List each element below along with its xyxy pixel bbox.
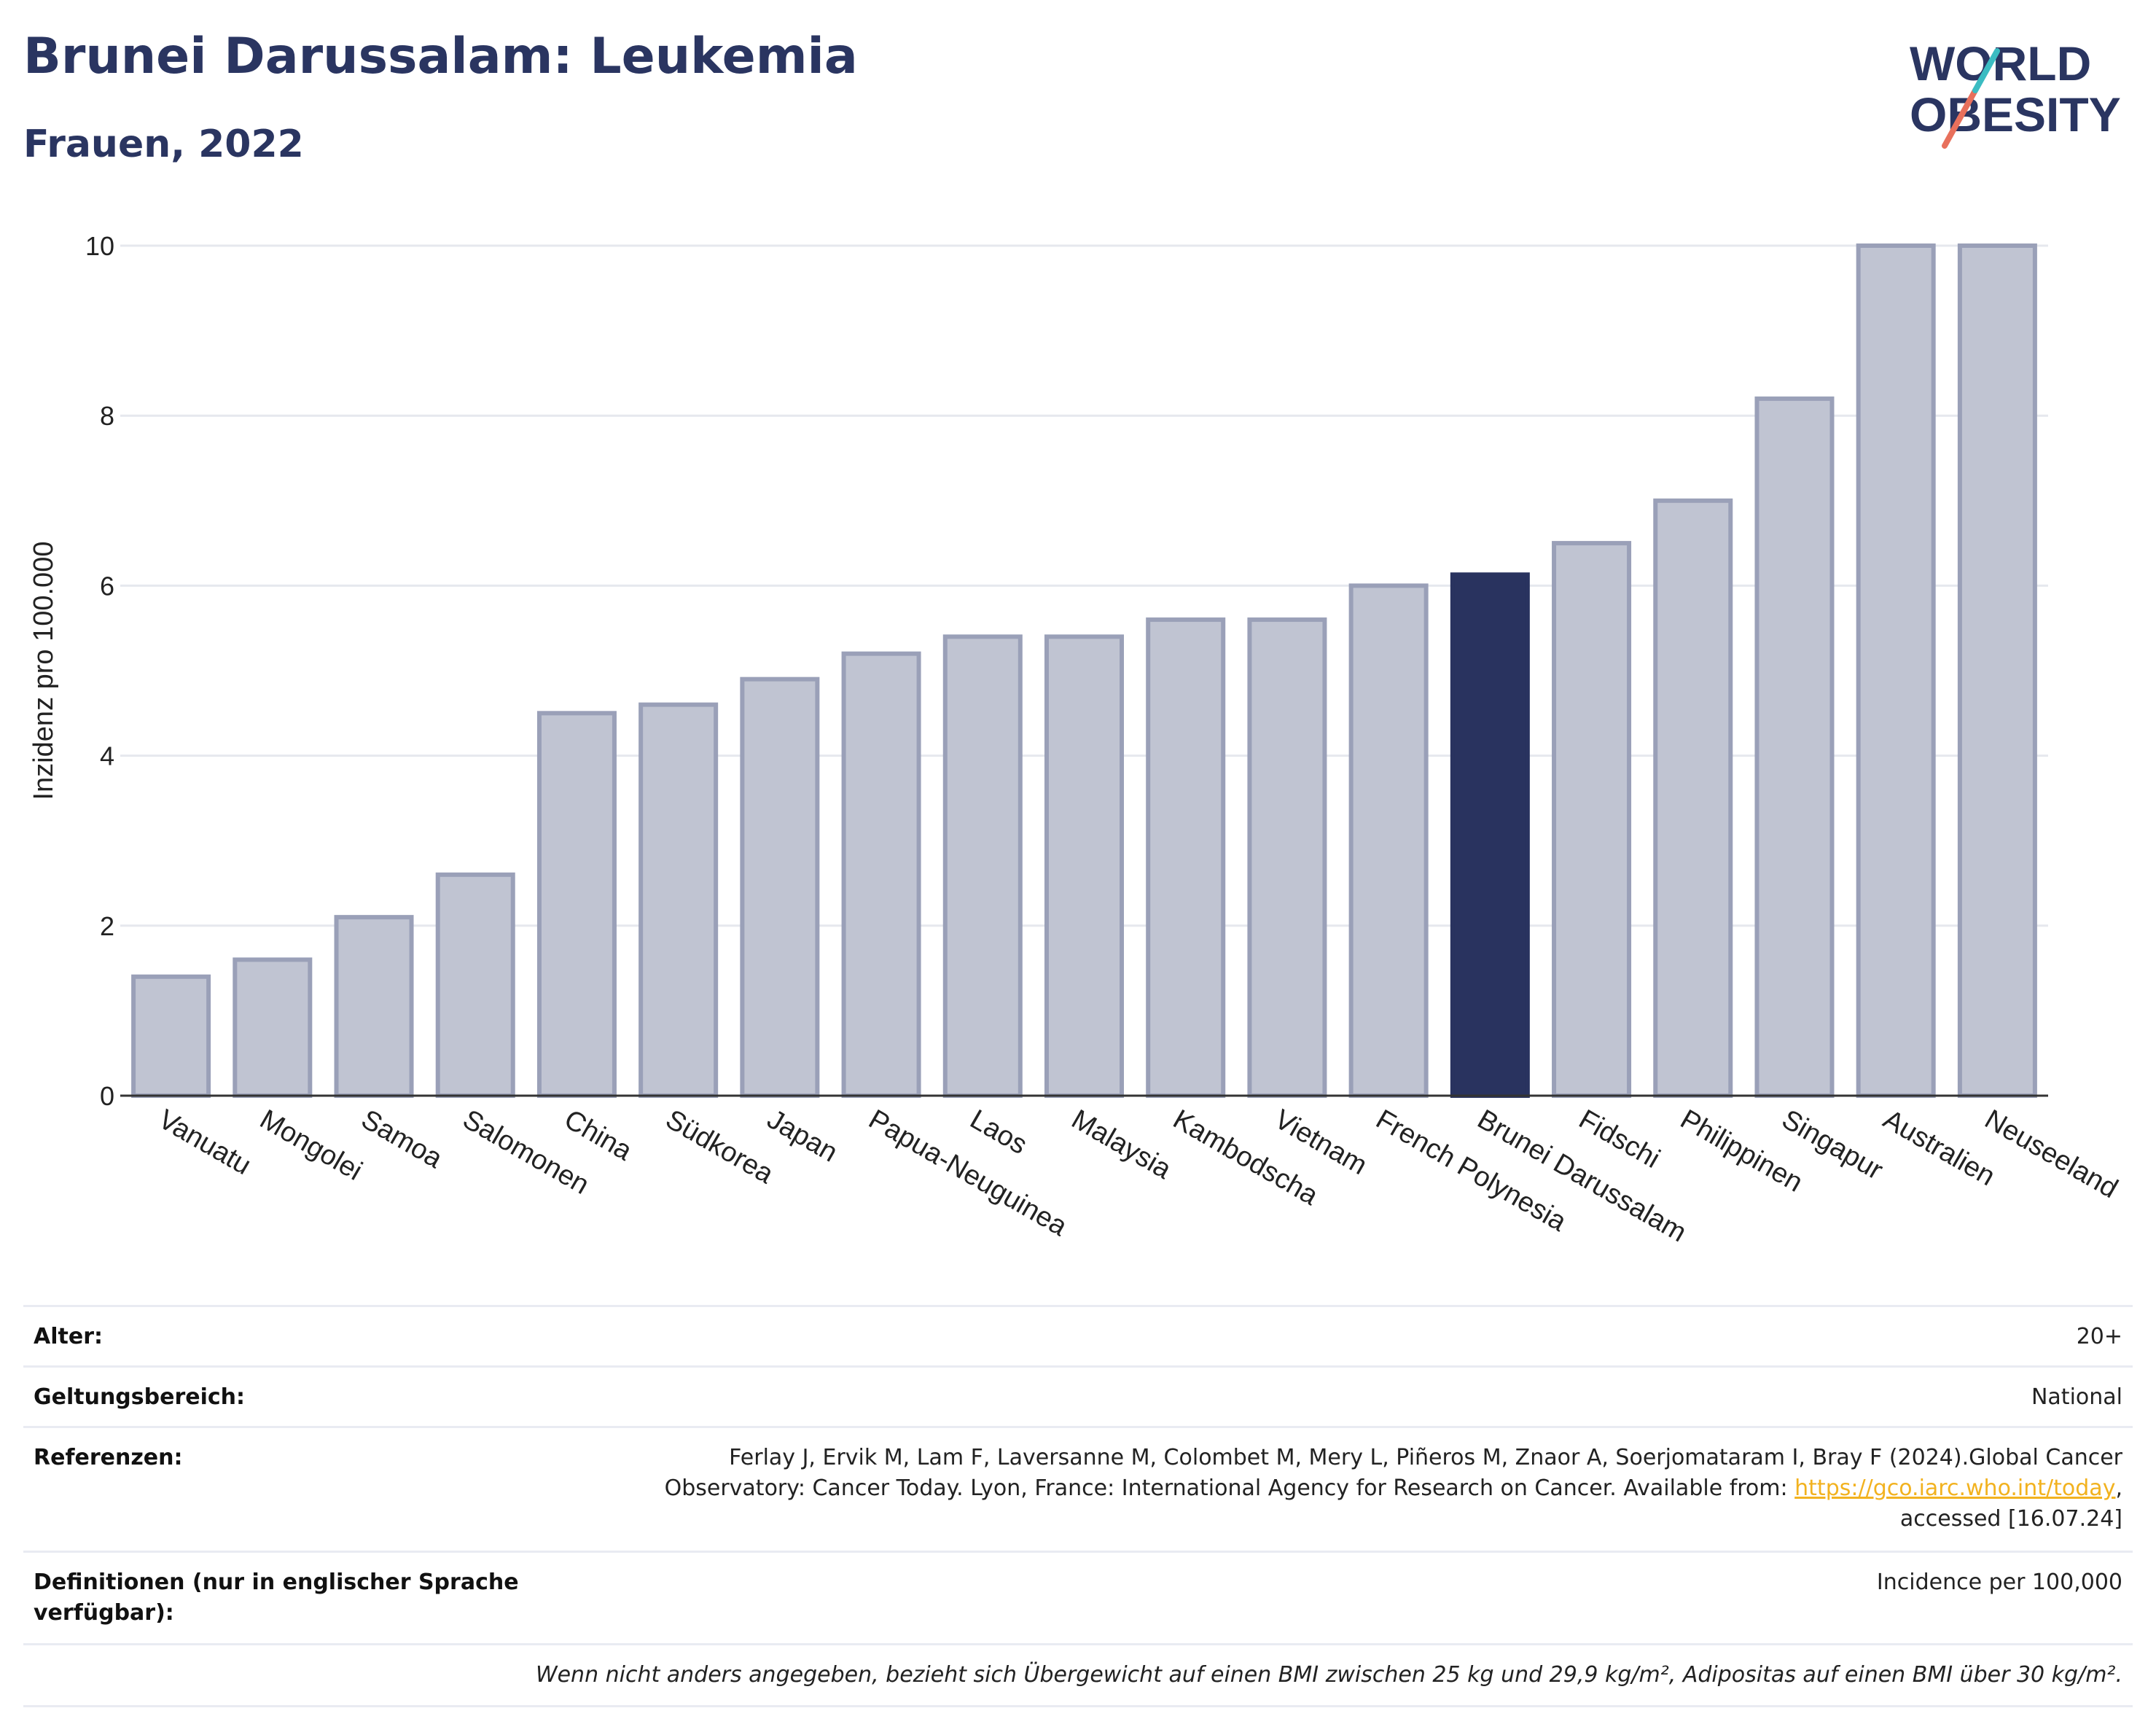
age-label: Alter: xyxy=(34,1324,103,1349)
x-tick-label: Mongolei xyxy=(254,1104,367,1186)
logo-text-world: WORLD xyxy=(1910,36,2091,90)
meta-row-age: Alter: 20+ xyxy=(23,1305,2133,1365)
reference-line-2-end: , xyxy=(2115,1475,2122,1501)
references-value: Ferlay J, Ervik M, Lam F, Laversanne M, … xyxy=(665,1443,2122,1535)
metadata-table: Alter: 20+ Geltungsbereich: National Ref… xyxy=(23,1305,2133,1707)
bar xyxy=(1856,243,1936,1098)
definitions-label-line-2: verfügbar): xyxy=(34,1600,174,1626)
bar xyxy=(740,677,820,1098)
meta-row-definitions: Definitionen (nur in englischer Sprache … xyxy=(23,1551,2133,1643)
meta-row-note: Wenn nicht anders angegeben, bezieht sic… xyxy=(23,1643,2133,1707)
bar xyxy=(1754,396,1835,1098)
y-tick-label: 8 xyxy=(100,401,114,431)
definitions-label: Definitionen (nur in englischer Sprache … xyxy=(34,1567,519,1629)
bar xyxy=(131,974,211,1099)
reference-line-2: Observatory: Cancer Today. Lyon, France:… xyxy=(665,1473,2122,1504)
logo-text-obesity: OBESITY xyxy=(1910,87,2121,141)
chart-subtitle: Frauen, 2022 xyxy=(23,122,304,166)
x-tick-label: French Polynesia xyxy=(1371,1104,1572,1238)
x-tick-label: Neuseeland xyxy=(1980,1104,2123,1204)
reference-line-1: Ferlay J, Ervik M, Lam F, Laversanne M, … xyxy=(729,1445,2122,1470)
definitions-value: Incidence per 100,000 xyxy=(1876,1570,2122,1595)
age-value: 20+ xyxy=(2076,1324,2122,1349)
x-tick-label: Malaysia xyxy=(1066,1104,1177,1185)
reference-line-3: accessed [16.07.24] xyxy=(1899,1506,2122,1532)
y-tick-label: 6 xyxy=(100,571,114,601)
x-tick-label: Laos xyxy=(965,1104,1032,1161)
y-tick-label: 10 xyxy=(85,231,114,261)
bar xyxy=(638,702,719,1098)
world-obesity-logo: WORLD OBESITY xyxy=(1910,36,2121,149)
chart-title: Brunei Darussalam: Leukemia xyxy=(23,28,858,85)
references-label: Referenzen: xyxy=(34,1445,183,1470)
scope-value: National xyxy=(2031,1384,2122,1410)
bar xyxy=(841,651,921,1098)
x-tick-label: Südkorea xyxy=(660,1104,779,1190)
bar xyxy=(1552,541,1632,1098)
y-tick-label: 0 xyxy=(100,1081,114,1111)
x-tick-label: Vanuatu xyxy=(153,1104,256,1181)
bar-highlighted xyxy=(1450,572,1530,1098)
bar xyxy=(536,711,617,1098)
bar xyxy=(1653,498,1733,1098)
definitions-label-line-1: Definitionen (nur in englischer Sprache xyxy=(34,1570,519,1595)
bar xyxy=(1348,583,1429,1098)
meta-row-references: Referenzen: Ferlay J, Ervik M, Lam F, La… xyxy=(23,1426,2133,1551)
x-tick-label: China xyxy=(559,1104,638,1166)
bar xyxy=(942,634,1023,1098)
scope-label: Geltungsbereich: xyxy=(34,1384,246,1410)
y-axis-label: Inzidenz pro 100.000 xyxy=(28,542,59,800)
bar xyxy=(435,872,515,1098)
reference-line-2-text: Observatory: Cancer Today. Lyon, France:… xyxy=(664,1475,1795,1501)
y-tick-label: 4 xyxy=(100,741,114,771)
y-tick-label: 2 xyxy=(100,911,114,941)
x-tick-label: Samoa xyxy=(356,1104,448,1174)
x-tick-label: Australien xyxy=(1878,1104,2000,1192)
reference-link[interactable]: https://gco.iarc.who.int/today xyxy=(1794,1475,2116,1501)
meta-row-scope: Geltungsbereich: National xyxy=(23,1365,2133,1426)
footnote: Wenn nicht anders angegeben, bezieht sic… xyxy=(535,1662,2122,1688)
bar xyxy=(1146,617,1226,1098)
bar xyxy=(1044,634,1125,1098)
bar xyxy=(233,957,313,1098)
x-tick-label: Japan xyxy=(762,1104,843,1168)
bar xyxy=(1957,243,2037,1098)
bar xyxy=(1247,617,1327,1098)
bar xyxy=(334,915,414,1099)
